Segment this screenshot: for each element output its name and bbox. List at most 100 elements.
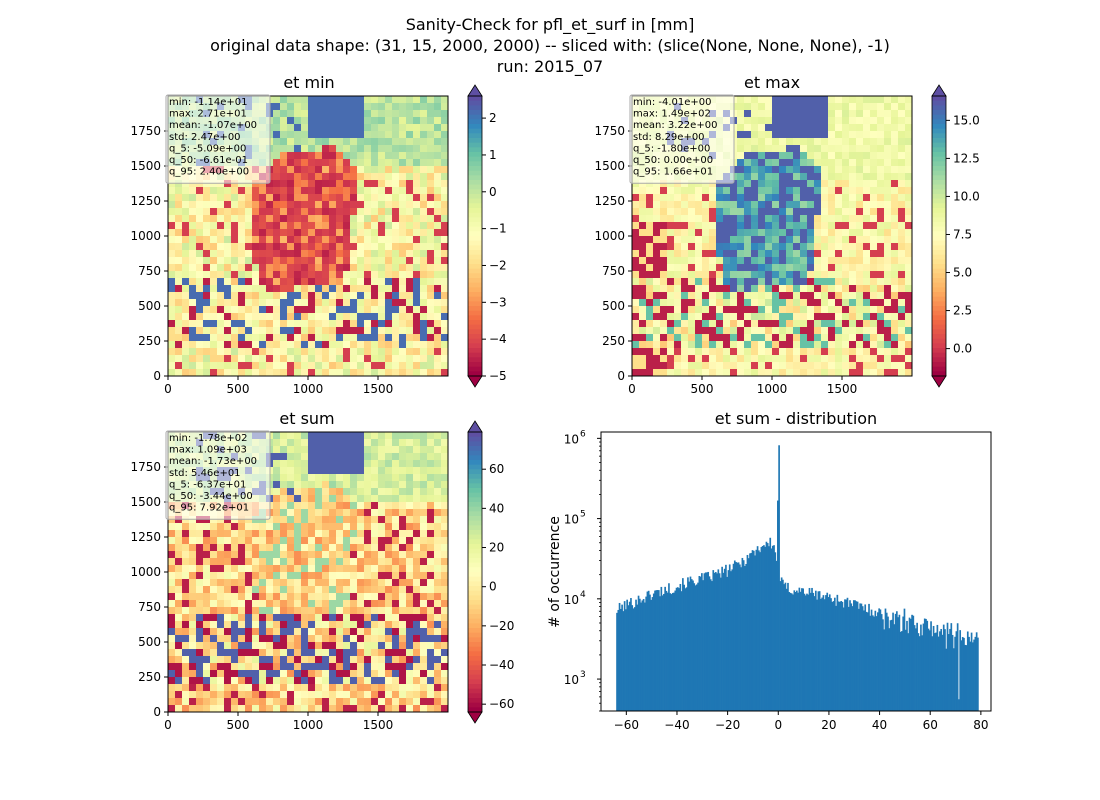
- et-max-heatmap-cell: [807, 173, 815, 181]
- et-min-heatmap-cell: [420, 285, 428, 293]
- et-sum-heatmap-cell: [308, 586, 316, 594]
- et-max-heatmap-cell: [884, 173, 892, 181]
- et-max-heatmap-cell: [751, 250, 759, 258]
- et-max-heatmap-cell: [772, 285, 780, 293]
- et-sum-heatmap-cell: [175, 558, 183, 566]
- et-min-heatmap-cell: [322, 229, 330, 237]
- et-sum-heatmap-cell: [406, 586, 414, 594]
- et-sum-heatmap-cell: [203, 558, 211, 566]
- et-max-colorbar-tick-label: 12.5: [953, 151, 980, 165]
- et-sum-heatmap-cell: [350, 502, 358, 510]
- et-min-x-tick-label: 500: [227, 382, 250, 396]
- et-min-heatmap-cell: [224, 341, 232, 349]
- et-max-heatmap-cell: [730, 180, 738, 188]
- et-sum-heatmap-cell: [329, 537, 337, 545]
- et-min-heatmap-cell: [287, 145, 295, 153]
- et-min-colorbar-segment: [468, 357, 482, 363]
- et-sum-heatmap-cell: [406, 544, 414, 552]
- et-sum-heatmap-cell: [392, 565, 400, 573]
- et-min-heatmap-cell: [280, 96, 288, 104]
- et-sum-heatmap-cell: [266, 614, 274, 622]
- et-min-heatmap-cell: [427, 285, 435, 293]
- et-sum-heatmap-cell: [315, 530, 323, 538]
- et-sum-heatmap-cell: [350, 621, 358, 629]
- et-sum-heatmap-cell: [329, 586, 337, 594]
- et-min-heatmap-cell: [343, 292, 351, 300]
- et-min-heatmap-cell: [259, 369, 267, 377]
- et-max-heatmap-cell: [737, 327, 745, 335]
- et-max-heatmap-cell: [800, 229, 808, 237]
- et-max-heatmap-cell: [828, 145, 836, 153]
- et-sum-heatmap-cell: [231, 621, 239, 629]
- et-max-heatmap-cell: [737, 152, 745, 160]
- et-min-heatmap-cell: [385, 250, 393, 258]
- et-min-heatmap-cell: [364, 278, 372, 286]
- et-max-heatmap-cell: [653, 187, 661, 195]
- et-sum-heatmap-cell: [385, 502, 393, 510]
- et-sum-heatmap-cell: [168, 614, 176, 622]
- et-sum-heatmap-cell: [329, 670, 337, 678]
- et-min-heatmap-cell: [308, 222, 316, 230]
- et-min-heatmap-cell: [189, 257, 197, 265]
- et-sum-heatmap-cell: [357, 579, 365, 587]
- et-max-heatmap-cell: [723, 334, 731, 342]
- et-max-heatmap-cell: [667, 313, 675, 321]
- et-min-heatmap-cell: [252, 187, 260, 195]
- et-min-heatmap-cell: [280, 138, 288, 146]
- et-max-heatmap-cell: [709, 250, 717, 258]
- et-max-heatmap-cell: [891, 369, 899, 377]
- et-min-heatmap-cell: [413, 103, 421, 111]
- et-sum-heatmap-cell: [399, 614, 407, 622]
- et-min-heatmap-cell: [413, 110, 421, 118]
- et-min-heatmap-cell: [259, 334, 267, 342]
- et-min-heatmap-cell: [273, 285, 281, 293]
- et-sum-heatmap-cell: [168, 691, 176, 699]
- et-max-heatmap-cell: [828, 222, 836, 230]
- et-sum-heatmap-cell: [266, 579, 274, 587]
- et-min-heatmap-cell: [385, 138, 393, 146]
- et-max-heatmap-cell: [898, 145, 906, 153]
- et-min-heatmap-cell: [168, 215, 176, 223]
- et-sum-heatmap-cell: [336, 607, 344, 615]
- et-sum-heatmap-cell: [357, 593, 365, 601]
- et-min-heatmap-cell: [273, 306, 281, 314]
- et-max-heatmap-cell: [856, 152, 864, 160]
- et-max-heatmap-cell: [884, 369, 892, 377]
- et-min-heatmap-cell: [378, 313, 386, 321]
- et-max-heatmap-cell: [772, 257, 780, 265]
- et-sum-heatmap-cell: [266, 656, 274, 664]
- et-sum-heatmap-cell: [434, 488, 442, 496]
- et-max-heatmap-cell: [660, 348, 668, 356]
- et-sum-heatmap-cell: [168, 677, 176, 685]
- et-sum-heatmap-cell: [308, 446, 316, 454]
- et-max-heatmap-cell: [898, 166, 906, 174]
- et-min-colorbar-segment: [468, 133, 482, 139]
- et-min-heatmap-cell: [406, 292, 414, 300]
- et-min-heatmap-cell: [175, 243, 183, 251]
- et-sum-heatmap-cell: [301, 565, 309, 573]
- et-max-heatmap-cell: [793, 159, 801, 167]
- et-sum-heatmap-cell: [399, 565, 407, 573]
- et-max-heatmap-cell: [632, 313, 640, 321]
- et-min-heatmap-cell: [287, 327, 295, 335]
- et-max-heatmap-cell: [765, 285, 773, 293]
- et-min-heatmap-cell: [336, 271, 344, 279]
- et-min-heatmap-cell: [252, 215, 260, 223]
- et-min-heatmap-cell: [329, 285, 337, 293]
- et-sum-heatmap-cell: [224, 607, 232, 615]
- et-max-heatmap-cell: [793, 348, 801, 356]
- et-min-heatmap-cell: [308, 159, 316, 167]
- et-min-heatmap-cell: [399, 348, 407, 356]
- et-min-heatmap-cell: [182, 285, 190, 293]
- et-min-heatmap-cell: [364, 229, 372, 237]
- et-min-heatmap-cell: [385, 131, 393, 139]
- et-max-heatmap-cell: [800, 313, 808, 321]
- et-max-heatmap-cell: [807, 369, 815, 377]
- et-sum-heatmap-cell: [301, 621, 309, 629]
- et-max-heatmap-cell: [737, 229, 745, 237]
- et-min-heatmap-cell: [434, 299, 442, 307]
- et-min-heatmap-cell: [210, 187, 218, 195]
- et-min-heatmap-cell: [378, 341, 386, 349]
- et-min-heatmap-cell: [350, 327, 358, 335]
